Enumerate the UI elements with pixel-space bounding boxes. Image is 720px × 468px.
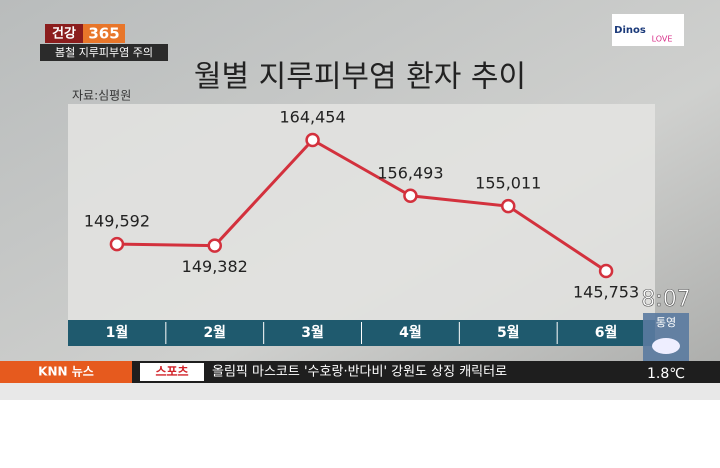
x-tick-label: 2월 bbox=[203, 324, 226, 341]
data-point bbox=[501, 198, 516, 214]
data-label: 149,382 bbox=[182, 257, 248, 276]
data-label: 164,454 bbox=[279, 108, 345, 127]
program: 건강 bbox=[52, 26, 76, 42]
ticker-text: 올림픽 마스코트 '수호랑·반다비' 강원도 상징 캐릭터로 bbox=[212, 365, 507, 380]
x-tick-label: 6월 bbox=[595, 324, 618, 341]
weather-icon bbox=[652, 338, 680, 354]
source: 자료:심평원 bbox=[72, 89, 131, 103]
ticker-channel: KNN 뉴스 bbox=[38, 365, 94, 379]
x-tick-label: 5월 bbox=[497, 324, 520, 341]
ticker-section: 스포츠 bbox=[155, 365, 188, 379]
series-line bbox=[116, 138, 607, 273]
topic-bar bbox=[40, 44, 168, 61]
topic: 봄철 지루피부염 주의 bbox=[55, 46, 153, 59]
x-tick-label: 1월 bbox=[106, 324, 129, 341]
ticker-section-box bbox=[140, 363, 204, 381]
data-point bbox=[207, 238, 222, 253]
ticker-channel-box bbox=[0, 361, 132, 383]
data-label: 155,011 bbox=[475, 174, 541, 193]
temperature: 1.8℃ bbox=[647, 366, 685, 382]
chart-panel bbox=[68, 104, 655, 320]
badge-box bbox=[45, 24, 83, 43]
time: 8:07 bbox=[641, 287, 690, 312]
data-point bbox=[598, 263, 614, 279]
city: 통영 bbox=[656, 316, 676, 329]
x-tick-label: 4월 bbox=[399, 324, 422, 341]
data-label: 149,592 bbox=[84, 212, 150, 231]
data-point bbox=[109, 236, 125, 252]
logo-box bbox=[612, 14, 684, 46]
program-number: 365 bbox=[88, 25, 119, 43]
data-point bbox=[305, 132, 320, 148]
badge-box bbox=[83, 24, 125, 43]
bottom-strip bbox=[0, 383, 720, 400]
chart-title: 월별 지루피부염 환자 추이 bbox=[194, 60, 526, 95]
data-label: 145,753 bbox=[573, 283, 639, 302]
logo: Dinos bbox=[614, 25, 646, 36]
data-point bbox=[403, 188, 418, 204]
x-tick-label: 3월 bbox=[301, 324, 324, 341]
logo-tag: LOVE bbox=[652, 35, 673, 44]
data-label: 156,493 bbox=[377, 163, 443, 182]
